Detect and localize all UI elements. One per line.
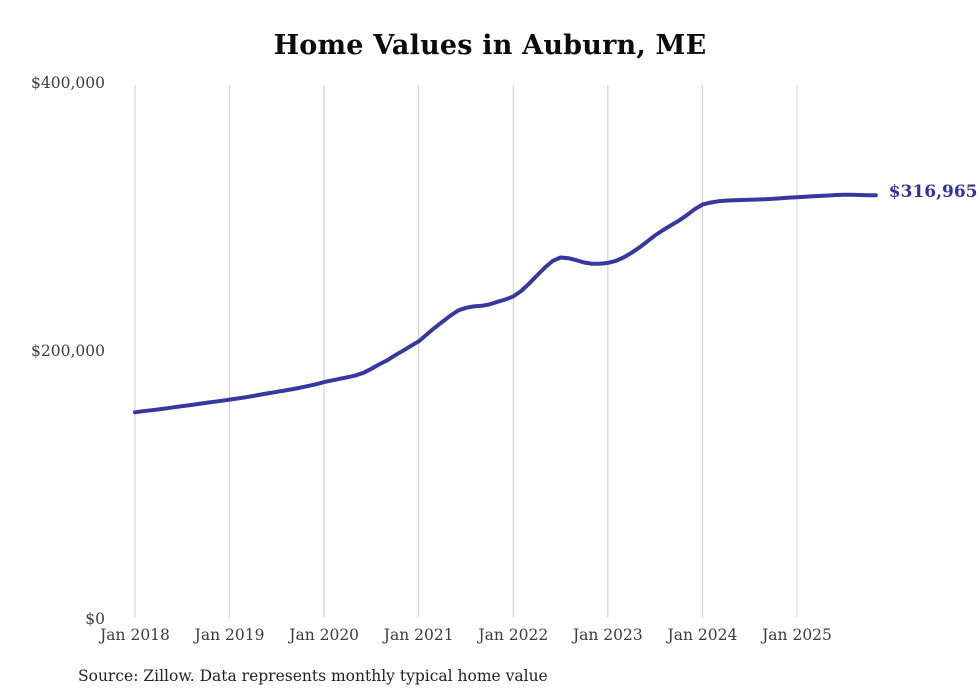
- y-tick-label: $200,000: [31, 342, 105, 360]
- x-tick-label: Jan 2022: [476, 626, 548, 644]
- end-value-label: $316,965: [889, 182, 978, 202]
- x-tick-label: Jan 2018: [98, 626, 170, 644]
- x-tick-label: Jan 2020: [287, 626, 359, 644]
- x-tick-label: Jan 2024: [666, 626, 738, 644]
- y-tick-label: $0: [85, 610, 105, 628]
- home-value-line: [133, 192, 878, 415]
- x-tick-label: Jan 2023: [571, 626, 643, 644]
- source-note: Source: Zillow. Data represents monthly …: [78, 667, 548, 685]
- x-tick-label: Jan 2025: [760, 626, 832, 644]
- y-tick-label: $400,000: [31, 74, 105, 92]
- chart-title: Home Values in Auburn, ME: [273, 30, 707, 61]
- x-tick-label: Jan 2019: [193, 626, 265, 644]
- x-tick-label: Jan 2021: [382, 626, 454, 644]
